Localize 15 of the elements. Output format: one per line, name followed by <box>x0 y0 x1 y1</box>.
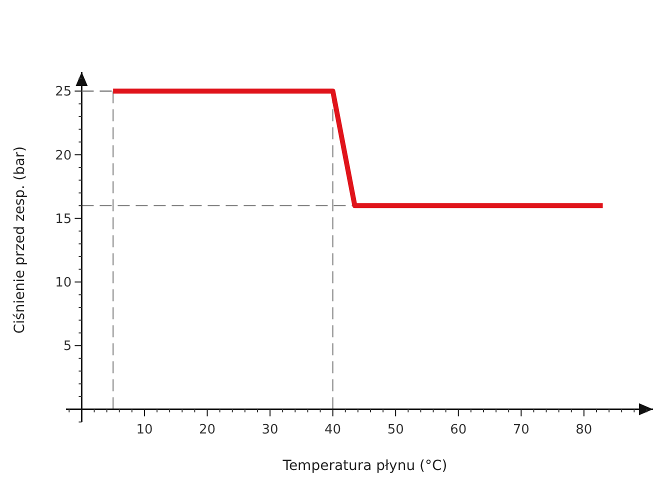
y-tick-label: 5 <box>63 339 72 354</box>
x-tick-label: 40 <box>324 422 342 438</box>
x-tick-label: 60 <box>450 422 467 438</box>
x-tick-label: 70 <box>512 422 530 438</box>
y-tick-label: 25 <box>55 84 72 100</box>
x-tick-label: 30 <box>262 422 278 438</box>
y-tick-label: 15 <box>55 212 72 227</box>
x-tick-label: 50 <box>387 422 404 438</box>
x-tick-label: 10 <box>136 422 153 438</box>
y-axis-title: Ciśnienie przed zesp. (bar) <box>12 146 28 334</box>
x-tick-label: 20 <box>198 422 216 438</box>
y-tick-label: 20 <box>55 148 72 164</box>
x-tick-label: 80 <box>576 422 592 438</box>
x-axis-title: Temperatura płynu (°C) <box>282 458 448 474</box>
y-tick-label: 10 <box>55 276 72 291</box>
